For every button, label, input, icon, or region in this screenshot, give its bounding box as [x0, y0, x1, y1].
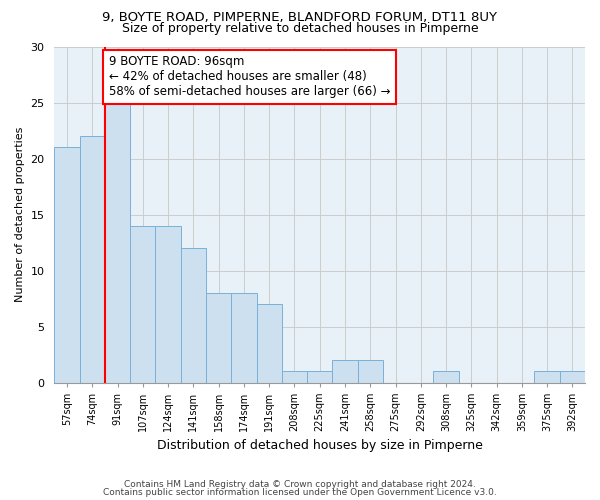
Bar — [257, 304, 282, 382]
Text: Contains public sector information licensed under the Open Government Licence v3: Contains public sector information licen… — [103, 488, 497, 497]
Bar — [332, 360, 358, 382]
Bar — [105, 102, 130, 382]
Text: 9 BOYTE ROAD: 96sqm
← 42% of detached houses are smaller (48)
58% of semi-detach: 9 BOYTE ROAD: 96sqm ← 42% of detached ho… — [109, 56, 390, 98]
Bar — [206, 293, 231, 382]
Bar — [358, 360, 383, 382]
Bar — [155, 226, 181, 382]
Text: 9, BOYTE ROAD, PIMPERNE, BLANDFORD FORUM, DT11 8UY: 9, BOYTE ROAD, PIMPERNE, BLANDFORD FORUM… — [103, 11, 497, 24]
Bar — [433, 372, 458, 382]
Bar — [560, 372, 585, 382]
Bar — [231, 293, 257, 382]
Bar — [80, 136, 105, 382]
Text: Size of property relative to detached houses in Pimperne: Size of property relative to detached ho… — [122, 22, 478, 35]
Bar — [282, 372, 307, 382]
Bar — [130, 226, 155, 382]
Bar — [181, 248, 206, 382]
X-axis label: Distribution of detached houses by size in Pimperne: Distribution of detached houses by size … — [157, 440, 482, 452]
Bar — [55, 148, 80, 382]
Text: Contains HM Land Registry data © Crown copyright and database right 2024.: Contains HM Land Registry data © Crown c… — [124, 480, 476, 489]
Y-axis label: Number of detached properties: Number of detached properties — [15, 127, 25, 302]
Bar — [535, 372, 560, 382]
Bar — [307, 372, 332, 382]
